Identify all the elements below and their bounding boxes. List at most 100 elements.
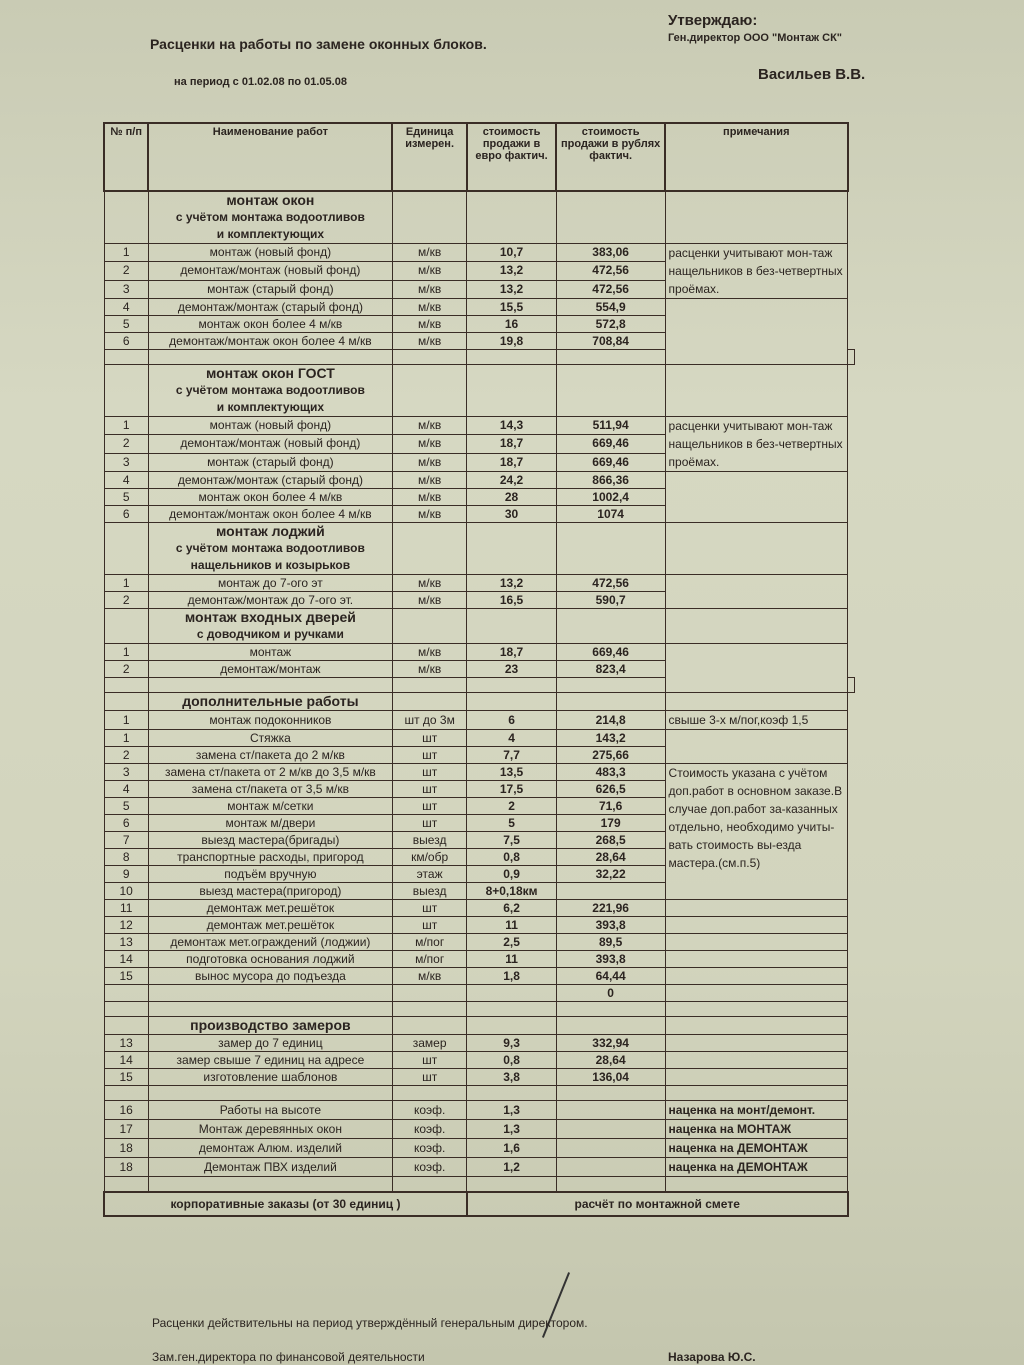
item-number: 5 xyxy=(103,797,149,815)
item-name: выезд мастера(бригады) xyxy=(147,831,393,849)
empty-cell xyxy=(664,1176,849,1193)
section-note-cell xyxy=(664,522,849,575)
item-number: 17 xyxy=(103,1119,149,1139)
item-price-eur: 13,2 xyxy=(466,279,557,300)
item-unit: м/кв xyxy=(391,298,468,316)
table-row: 18 демонтаж Алюм. изделий коэф. 1,6 наценка … xyxy=(103,1138,855,1158)
item-number: 2 xyxy=(103,261,149,281)
item-note xyxy=(664,298,849,365)
table-row: 15 вынос мусора до подъезда м/кв 1,8 64,44 xyxy=(103,967,855,985)
table-row: 18 Демонтаж ПВХ изделий коэф. 1,2 наценка на… xyxy=(103,1157,855,1177)
item-name: монтаж окон более 4 м/кв xyxy=(147,488,393,506)
item-number: 3 xyxy=(103,763,149,781)
section-number-cell xyxy=(103,522,149,575)
item-price-rub xyxy=(555,1157,666,1177)
item-price-rub: 393,8 xyxy=(555,950,666,968)
item-price-rub: 89,5 xyxy=(555,933,666,951)
item-price-eur: 30 xyxy=(466,505,557,523)
item-price-eur: 18,7 xyxy=(466,434,557,454)
table-row: 3 монтаж (старый фонд) м/кв 18,7 669,46 xyxy=(103,452,855,473)
item-number xyxy=(103,984,149,1002)
item-name: изготовление шаблонов xyxy=(147,1068,393,1086)
item-price-rub: 472,56 xyxy=(555,279,666,300)
table-row: 5 монтаж окон более 4 м/кв м/кв 28 1002,4 xyxy=(103,488,855,506)
item-note xyxy=(664,984,849,1002)
table-row: 2 замена ст/пакета до 2 м/кв шт 7,7 275,66 xyxy=(103,746,855,764)
table-row: 17 Монтаж деревянных окон коэф. 1,3 наценка … xyxy=(103,1119,855,1139)
item-price-rub: 590,7 xyxy=(555,591,666,609)
item-unit: коэф. xyxy=(391,1119,468,1139)
item-unit: м/кв xyxy=(391,967,468,985)
item-price-eur: 19,8 xyxy=(466,332,557,350)
item-unit: м/кв xyxy=(391,505,468,523)
item-name xyxy=(147,984,393,1002)
table-row: 5 монтаж окон более 4 м/кв м/кв 16 572,8 xyxy=(103,315,855,333)
item-name: монтаж xyxy=(147,643,393,661)
item-price-rub: 708,84 xyxy=(555,332,666,350)
item-price-rub: 669,46 xyxy=(555,434,666,454)
item-unit: коэф. xyxy=(391,1100,468,1120)
item-price-eur: 13,2 xyxy=(466,574,557,592)
empty-cell xyxy=(391,1001,468,1017)
item-note xyxy=(664,950,849,968)
item-note xyxy=(664,643,849,693)
item-number: 12 xyxy=(103,916,149,934)
item-price-rub: 268,5 xyxy=(555,831,666,849)
item-unit: шт xyxy=(391,746,468,764)
item-unit: м/кв xyxy=(391,488,468,506)
table-row: 4 замена ст/пакета от 3,5 м/кв шт 17,5 626,5 xyxy=(103,780,855,798)
empty-cell xyxy=(103,1001,149,1017)
item-name: замена ст/пакета от 2 м/кв до 3,5 м/кв xyxy=(147,763,393,781)
empty-cell xyxy=(391,1085,468,1101)
item-price-rub: 332,94 xyxy=(555,1034,666,1052)
section-note-cell xyxy=(664,608,849,644)
table-row: 2 демонтаж/монтаж м/кв 23 823,4 xyxy=(103,660,855,678)
item-price-rub: 483,3 xyxy=(555,763,666,781)
blank-row xyxy=(103,1176,855,1193)
item-unit: м/кв xyxy=(391,279,468,300)
item-price-eur: 6 xyxy=(466,710,557,730)
item-number: 2 xyxy=(103,660,149,678)
item-note xyxy=(664,1051,849,1069)
section-note-cell xyxy=(664,364,849,417)
item-price-eur: 7,5 xyxy=(466,831,557,849)
item-price-eur: 1,6 xyxy=(466,1138,557,1158)
table-row: 5 монтаж м/сетки шт 2 71,6 xyxy=(103,797,855,815)
item-name: демонтаж/монтаж xyxy=(147,660,393,678)
item-price-rub xyxy=(555,1119,666,1139)
item-price-eur: 5 xyxy=(466,814,557,832)
item-price-eur: 8+0,18км xyxy=(466,882,557,900)
item-number: 8 xyxy=(103,848,149,866)
section-title-line: монтаж входных дверей xyxy=(184,609,356,625)
item-number: 5 xyxy=(103,315,149,333)
item-price-eur: 1,8 xyxy=(466,967,557,985)
table-row: 2 демонтаж/монтаж (новый фонд) м/кв 18,7 669… xyxy=(103,434,855,454)
section-header: монтаж лоджий с учётом монтажа водоотливо… xyxy=(103,522,855,575)
item-note: наценка на монт/демонт. xyxy=(664,1100,849,1120)
item-number: 2 xyxy=(103,434,149,454)
item-name: монтаж (старый фонд) xyxy=(147,279,393,300)
item-name: Стяжка xyxy=(147,729,393,747)
item-price-rub: 214,8 xyxy=(555,710,666,730)
item-name: монтаж м/сетки xyxy=(147,797,393,815)
item-price-eur: 2,5 xyxy=(466,933,557,951)
item-name: демонтаж/монтаж (старый фонд) xyxy=(147,471,393,489)
item-note: наценка на ДЕМОНТАЖ xyxy=(664,1138,849,1158)
item-name: демонтаж/монтаж окон более 4 м/кв xyxy=(147,505,393,523)
section-title: дополнительные работы xyxy=(147,692,393,711)
section-number-cell xyxy=(103,364,149,417)
table-row: 1 монтаж (новый фонд) м/кв 10,7 383,06 расцен… xyxy=(103,242,855,299)
table-row: 13 замер до 7 единиц замер 9,3 332,94 xyxy=(103,1034,855,1052)
deputy-name: Назарова Ю.С. xyxy=(668,1350,756,1364)
empty-cell xyxy=(555,677,666,693)
item-number: 10 xyxy=(103,882,149,900)
item-number: 15 xyxy=(103,1068,149,1086)
section-title-line: монтаж окон ГОСТ xyxy=(205,365,335,381)
director-name: Васильев В.В. xyxy=(758,66,866,83)
empty-cell xyxy=(847,349,855,365)
item-price-eur: 16,5 xyxy=(466,591,557,609)
section-title-line: дополнительные работы xyxy=(182,693,359,709)
item-price-rub: 669,46 xyxy=(555,643,666,661)
empty-cell xyxy=(147,1001,393,1017)
table-row: 3 монтаж (старый фонд) м/кв 13,2 472,56 xyxy=(103,279,855,300)
